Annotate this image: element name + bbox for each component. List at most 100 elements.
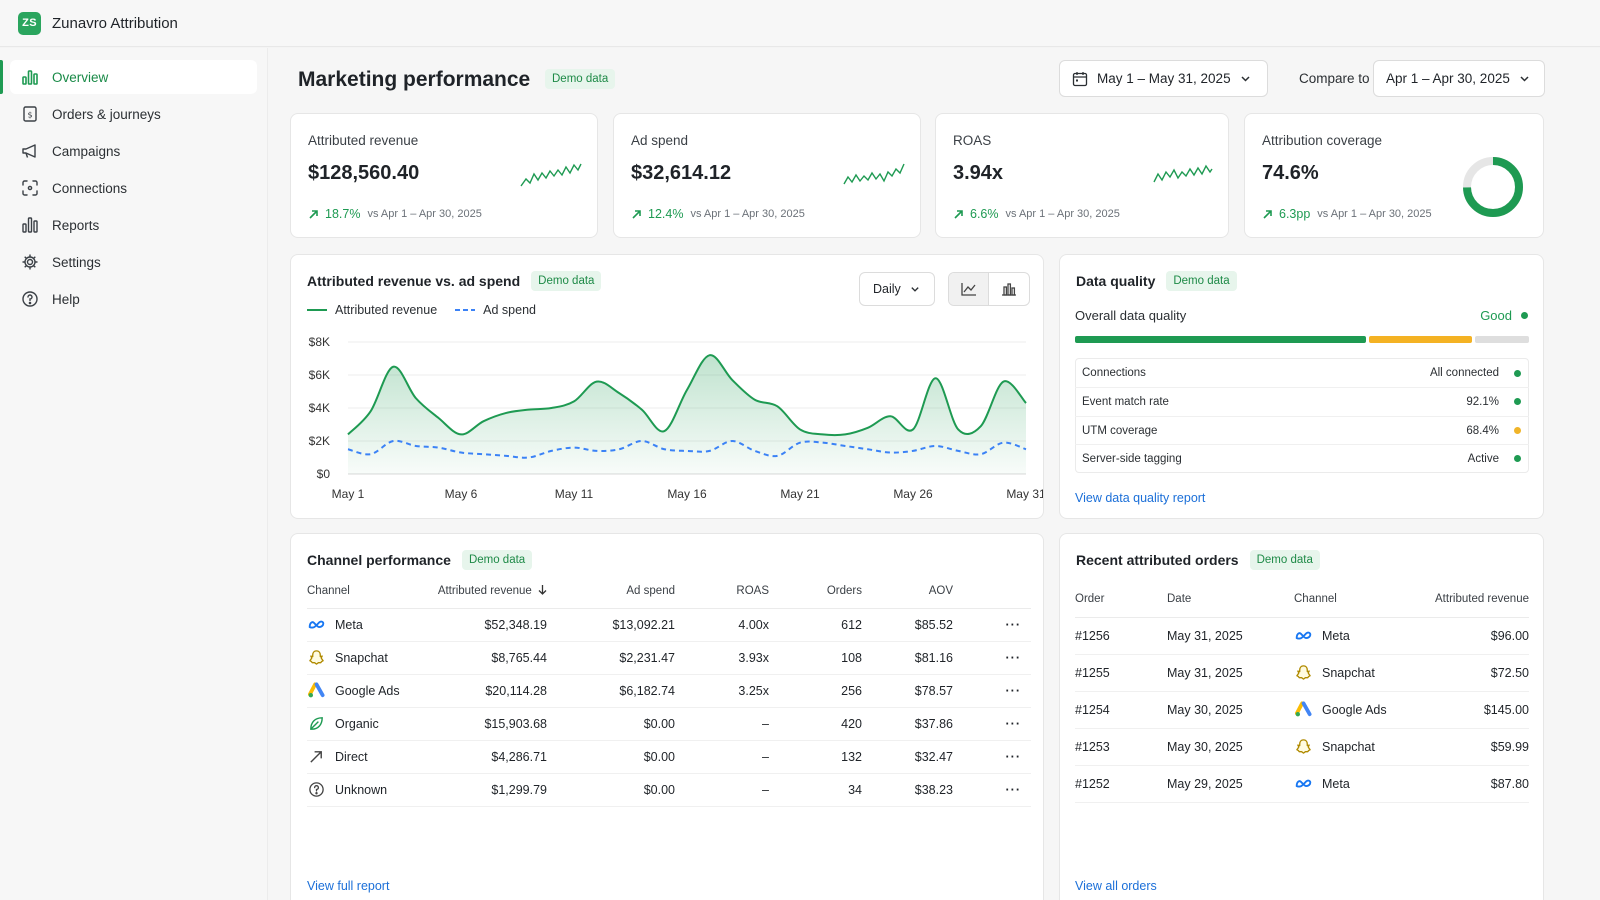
table-row[interactable]: #1254 May 30, 2025 Google Ads $145.00: [1075, 691, 1529, 729]
channel-revenue: $52,348.19: [425, 608, 547, 642]
revenue-vs-spend-card: Attributed revenue vs. ad spend Demo dat…: [290, 254, 1044, 519]
demo-data-badge: Demo data: [461, 550, 533, 570]
channel-orders: 34: [769, 773, 862, 807]
table-row[interactable]: Unknown $1,299.79 $0.00 – 34 $38.23 ···: [307, 773, 1031, 807]
table-row[interactable]: #1252 May 29, 2025 Meta $87.80: [1075, 765, 1529, 803]
kpi-value: $128,560.40: [308, 162, 420, 184]
quality-row-event-match-rate: Event match rate 92.1%: [1075, 387, 1529, 415]
kpi-delta: 6.3pp vs Apr 1 – Apr 30, 2025: [1262, 207, 1432, 221]
sidebar-item-help[interactable]: Help: [10, 282, 257, 316]
bar-chart-toggle[interactable]: [989, 273, 1029, 305]
demo-data-badge: Demo data: [545, 69, 616, 89]
data-point-revenue: [482, 420, 484, 422]
order-id: #1252: [1075, 765, 1167, 803]
demo-data-badge: Demo data: [1166, 271, 1237, 291]
granularity-value: Daily: [873, 282, 901, 296]
channel-name: Meta: [335, 617, 363, 632]
row-more-button[interactable]: ···: [953, 641, 1031, 675]
card-title: Attributed revenue vs. ad spend Demo dat…: [307, 271, 602, 291]
revenue-spend-line-chart: $0 $2K $4K $6K $8K May 1 May 6 May 11 May 16 May …: [309, 335, 1043, 501]
x-tick-label: May 11: [555, 487, 594, 501]
column-header-roas[interactable]: ROAS: [675, 574, 769, 609]
row-more-button[interactable]: ···: [953, 674, 1031, 708]
y-tick-label: $2K: [309, 434, 330, 448]
column-header-order[interactable]: Order: [1075, 581, 1167, 618]
table-row[interactable]: Organic $15,903.68 $0.00 – 420 $37.86 ··…: [307, 707, 1031, 741]
date-range-picker[interactable]: May 1 – May 31, 2025: [1059, 60, 1268, 97]
column-header-aov[interactable]: AOV: [862, 574, 953, 609]
data-point-ad-spend: [641, 440, 643, 442]
sidebar-nav: Overview $ Orders & journeys Campaigns C…: [0, 48, 267, 316]
row-more-button[interactable]: ···: [953, 773, 1031, 807]
kpi-delta-compare: vs Apr 1 – Apr 30, 2025: [690, 208, 805, 220]
column-header-channel[interactable]: Channel: [307, 574, 425, 609]
table-row[interactable]: #1253 May 30, 2025 Snapchat $59.99: [1075, 728, 1529, 766]
sidebar-item-campaigns[interactable]: Campaigns: [10, 134, 257, 168]
column-header-orders[interactable]: Orders: [769, 574, 862, 609]
kpi-label: Attributed revenue: [308, 133, 419, 148]
app-logo[interactable]: ZS: [18, 11, 41, 35]
data-point-revenue: [595, 380, 597, 382]
compare-range-picker[interactable]: Apr 1 – Apr 30, 2025: [1373, 60, 1545, 97]
table-row[interactable]: Snapchat $8,765.44 $2,231.47 3.93x 108 $…: [307, 641, 1031, 675]
channel-name: Snapchat: [335, 650, 388, 665]
data-point-revenue: [369, 410, 371, 412]
legend-label: Ad spend: [483, 303, 536, 317]
page-title: Marketing performance: [298, 68, 531, 91]
column-header-ad-spend[interactable]: Ad spend: [547, 574, 675, 609]
kpi-delta: 18.7% vs Apr 1 – Apr 30, 2025: [308, 207, 482, 221]
sidebar-item-settings[interactable]: Settings: [10, 245, 257, 279]
table-row[interactable]: #1256 May 31, 2025 Meta $96.00: [1075, 617, 1529, 655]
view-full-report-link[interactable]: View full report: [307, 879, 390, 893]
table-row[interactable]: Google Ads $20,114.28 $6,182.74 3.25x 25…: [307, 674, 1031, 708]
quality-bar-neutral: [1475, 336, 1529, 343]
table-row[interactable]: #1255 May 31, 2025 Snapchat $72.50: [1075, 654, 1529, 692]
sidebar-item-orders[interactable]: $ Orders & journeys: [10, 97, 257, 131]
row-more-button[interactable]: ···: [953, 608, 1031, 642]
sidebar-item-connections[interactable]: Connections: [10, 171, 257, 205]
table-row[interactable]: Meta $52,348.19 $13,092.21 4.00x 612 $85…: [307, 608, 1031, 642]
quality-row-label: Event match rate: [1082, 395, 1169, 408]
order-channel: Snapchat: [1322, 739, 1375, 754]
row-more-button[interactable]: ···: [953, 740, 1031, 774]
order-revenue: $59.99: [1416, 728, 1529, 766]
date-range-value: May 1 – May 31, 2025: [1097, 71, 1231, 86]
data-point-ad-spend: [437, 446, 439, 448]
column-header-channel[interactable]: Channel: [1294, 581, 1416, 618]
table-row[interactable]: Direct $4,286.71 $0.00 – 132 $32.47 ···: [307, 740, 1031, 774]
sidebar-item-overview[interactable]: Overview: [0, 60, 257, 94]
data-point-revenue: [641, 408, 643, 410]
column-header-attributed-revenue[interactable]: Attributed revenue: [425, 574, 547, 609]
view-all-orders-link[interactable]: View all orders: [1075, 879, 1157, 893]
data-point-ad-spend: [1002, 441, 1004, 443]
data-point-ad-spend: [573, 446, 575, 448]
view-data-quality-report-link[interactable]: View data quality report: [1075, 491, 1206, 505]
table-header-row: Order Date Channel Attributed revenue: [1075, 581, 1529, 618]
data-point-revenue: [528, 408, 530, 410]
data-point-revenue: [821, 433, 823, 435]
sidebar-item-reports[interactable]: Reports: [10, 208, 257, 242]
order-date: May 29, 2025: [1167, 765, 1294, 803]
order-revenue: $96.00: [1416, 617, 1529, 655]
channel-aov: $32.47: [862, 740, 953, 774]
channel-table: Channel Attributed revenue Ad spend ROAS…: [307, 574, 1031, 807]
kpi-delta-value: 12.4%: [648, 207, 684, 221]
granularity-select[interactable]: Daily: [859, 272, 935, 306]
data-point-ad-spend: [528, 456, 530, 458]
x-tick-label: May 21: [780, 487, 820, 501]
data-point-ad-spend: [731, 440, 733, 442]
sidebar: Overview $ Orders & journeys Campaigns C…: [0, 48, 268, 900]
data-point-revenue: [844, 433, 846, 435]
quality-row-label: Connections: [1082, 367, 1146, 379]
app-title: Zunavro Attribution: [52, 14, 178, 32]
data-point-ad-spend: [595, 450, 597, 452]
meta-icon: [1294, 627, 1312, 645]
demo-data-badge: Demo data: [531, 271, 602, 291]
order-id: #1255: [1075, 654, 1167, 692]
line-chart-toggle[interactable]: [949, 273, 989, 305]
meta-icon: [1294, 775, 1312, 793]
column-header-attributed-revenue[interactable]: Attributed revenue: [1416, 581, 1529, 618]
data-point-ad-spend: [663, 448, 665, 450]
column-header-date[interactable]: Date: [1167, 581, 1294, 618]
row-more-button[interactable]: ···: [953, 707, 1031, 741]
